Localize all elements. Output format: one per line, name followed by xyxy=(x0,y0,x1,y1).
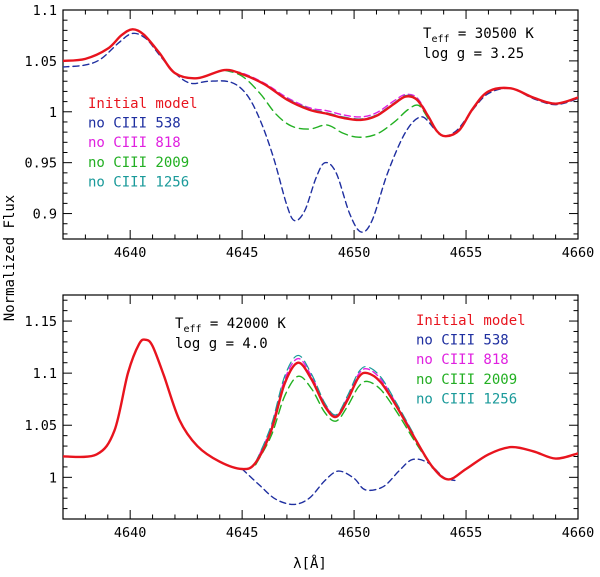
x-tick-label: 4655 xyxy=(450,525,483,541)
x-tick-label: 4645 xyxy=(226,245,259,261)
y-tick-label: 1.15 xyxy=(24,314,57,330)
top-panel: 4640 4645 4650 4655 4660 0.9 0.95 1 1.05 1.1 Teff … xyxy=(24,3,594,261)
series-line-no-ciii-2009 xyxy=(254,375,434,469)
teff-annotation: Teff = 30500 K xyxy=(423,26,534,45)
series-line-initial-model xyxy=(63,28,578,138)
legend-entry: no CIII 2009 xyxy=(88,155,189,171)
x-tick-label: 4650 xyxy=(338,525,371,541)
series-line-no-ciii-538 xyxy=(63,32,578,233)
legend-entry: no CIII 538 xyxy=(416,333,509,349)
series-line-initial-model xyxy=(63,338,578,481)
plot-frame xyxy=(62,294,579,520)
legend-entry: no CIII 818 xyxy=(88,135,181,151)
x-tick-label: 4660 xyxy=(562,245,595,261)
y-tick-label: 1.05 xyxy=(24,418,57,434)
series-line-no-ciii-1256 xyxy=(223,69,429,120)
legend-entry: no CIII 818 xyxy=(416,352,509,368)
y-tick-label: 0.9 xyxy=(33,207,57,223)
legend-entry: no CIII 538 xyxy=(88,116,181,132)
x-tick-label: 4640 xyxy=(114,525,147,541)
y-tick-label: 1 xyxy=(49,470,57,486)
y-axis-label: Normalized Flux xyxy=(2,195,18,321)
logg-annotation: log g = 4.0 xyxy=(175,336,268,352)
series-line-no-ciii-1256 xyxy=(254,354,416,464)
x-tick-label: 4655 xyxy=(450,245,483,261)
x-tick-label: 4640 xyxy=(114,245,147,261)
bottom-panel: 4640 4645 4650 4655 4660 1 1.05 1.1 1.15 Teff = 4… xyxy=(24,294,595,541)
legend-entry: Initial model xyxy=(416,313,526,329)
series-line-no-ciii-2009 xyxy=(223,69,440,138)
x-tick-label: 4660 xyxy=(562,525,595,541)
logg-annotation: log g = 3.25 xyxy=(423,46,524,62)
legend-entry: no CIII 1256 xyxy=(88,174,189,190)
y-tick-label: 1.1 xyxy=(33,366,57,382)
legend-entry: no CIII 2009 xyxy=(416,372,517,388)
plot-frame xyxy=(62,9,579,240)
x-axis-label: λ[Å] xyxy=(293,555,327,572)
y-tick-label: 1.05 xyxy=(24,54,57,70)
y-tick-label: 1 xyxy=(49,105,57,121)
series-line-no-ciii-818 xyxy=(223,69,429,118)
y-tick-label: 0.95 xyxy=(24,156,57,172)
series-line-no-ciii-538 xyxy=(241,458,456,506)
x-tick-label: 4645 xyxy=(226,525,259,541)
y-tick-label: 1.1 xyxy=(33,3,57,19)
legend-entry: no CIII 1256 xyxy=(416,391,517,407)
legend-entry: Initial model xyxy=(88,96,198,112)
teff-annotation: Teff = 42000 K xyxy=(175,316,286,335)
x-tick-label: 4650 xyxy=(338,245,371,261)
